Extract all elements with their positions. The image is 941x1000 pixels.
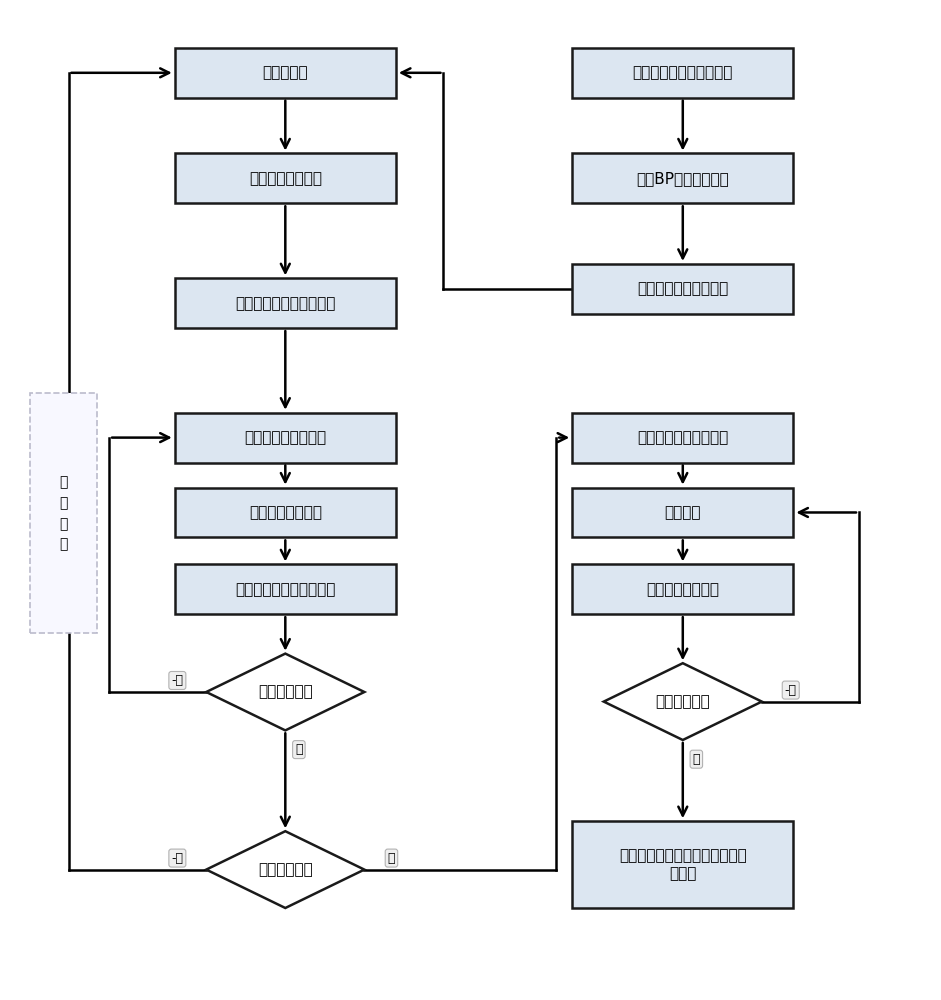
Text: 获得最优连接权值阈值: 获得最优连接权值阈值 [637,430,728,445]
Polygon shape [604,663,762,740]
Text: -否: -否 [171,852,183,865]
Text: 确立BP网络拓扑结构: 确立BP网络拓扑结构 [636,171,729,186]
FancyBboxPatch shape [175,48,396,98]
FancyBboxPatch shape [572,264,793,314]
FancyBboxPatch shape [572,564,793,614]
Text: -否: -否 [785,684,797,697]
Text: 是: 是 [388,852,395,865]
Text: 是否满足条件: 是否满足条件 [258,862,312,877]
Text: 变
异
处
理: 变 异 处 理 [59,476,68,551]
FancyBboxPatch shape [175,564,396,614]
FancyBboxPatch shape [572,413,793,463]
Text: 误差计算: 误差计算 [664,505,701,520]
FancyBboxPatch shape [572,821,793,908]
Text: 数据采集（归一化处理）: 数据采集（归一化处理） [632,65,733,80]
Polygon shape [206,831,364,908]
Text: -否: -否 [171,674,183,687]
FancyBboxPatch shape [175,153,396,203]
Text: 是: 是 [295,743,303,756]
FancyBboxPatch shape [175,278,396,328]
FancyBboxPatch shape [572,48,793,98]
Text: 种群初始化: 种群初始化 [263,65,308,80]
FancyBboxPatch shape [175,413,396,463]
FancyBboxPatch shape [572,488,793,537]
Text: 是否满足条件: 是否满足条件 [258,684,312,700]
Text: 连接权值阈值更新: 连接权值阈值更新 [646,582,719,597]
FancyBboxPatch shape [175,488,396,537]
Text: 寻找个体极值和群体极值: 寻找个体极值和群体极值 [235,296,336,311]
Text: 预测仿真，得出预测结果（反归
一化）: 预测仿真，得出预测结果（反归 一化） [619,849,746,881]
Text: 粒子适应度值计算: 粒子适应度值计算 [248,505,322,520]
Text: 是否满足条件: 是否满足条件 [656,694,710,709]
Text: 个体极值、群体极值更新: 个体极值、群体极值更新 [235,582,336,597]
Text: 粒子速度、位置更新: 粒子速度、位置更新 [245,430,327,445]
FancyBboxPatch shape [572,153,793,203]
Text: 粒子适应度值计算: 粒子适应度值计算 [248,171,322,186]
Polygon shape [206,654,364,730]
FancyBboxPatch shape [30,393,98,633]
Text: 初始网络连接权值阈值: 初始网络连接权值阈值 [637,281,728,296]
Text: 是: 是 [693,753,700,766]
